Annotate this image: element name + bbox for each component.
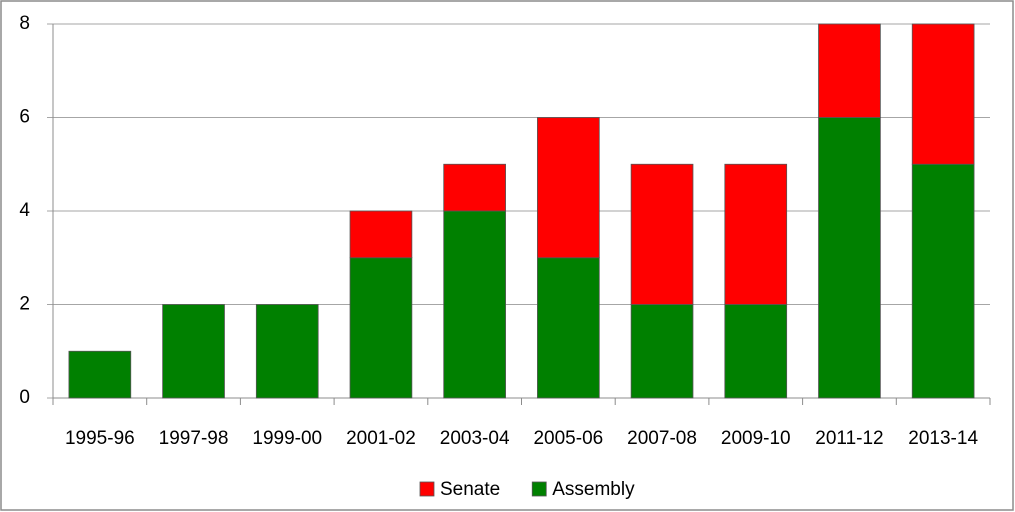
y-tick-label: 4 (19, 200, 30, 221)
bar-segment (630, 163, 694, 305)
x-tick-label: 2007-08 (627, 428, 697, 449)
bar-segment (349, 210, 413, 259)
legend-swatch (419, 481, 435, 497)
bar-segment (537, 117, 600, 259)
bar-segment (911, 23, 975, 165)
x-tick-label: 2001-02 (346, 428, 416, 449)
bar-segment (818, 23, 881, 118)
bar-segment (630, 304, 694, 399)
x-tick-label: 2005-06 (533, 428, 603, 449)
y-tick-label: 8 (19, 13, 30, 34)
x-tick-label: 2011-12 (815, 428, 883, 449)
bar-segment (443, 210, 506, 399)
bar-segment (911, 163, 975, 399)
x-tick-label: 2003-04 (440, 428, 510, 449)
bar-segment (537, 257, 600, 399)
y-tick-label: 2 (19, 294, 30, 315)
bar-segment (818, 117, 881, 399)
bar-segment (724, 304, 788, 399)
x-tick-label: 1999-00 (252, 428, 322, 449)
bar-segment (724, 163, 788, 305)
bar-segment (68, 350, 132, 399)
bar-segment (162, 304, 225, 399)
legend-label: Senate (440, 479, 500, 500)
y-tick-label: 6 (19, 107, 30, 128)
y-tick-label: 0 (19, 387, 30, 408)
legend-swatch (531, 481, 547, 497)
bar-segment (255, 304, 319, 399)
x-tick-label: 2013-14 (908, 428, 978, 449)
x-tick-label: 1997-98 (159, 428, 229, 449)
legend-label: Assembly (552, 479, 635, 500)
x-tick-label: 1995-96 (65, 428, 135, 449)
bar-segment (349, 257, 413, 399)
bar-segment (443, 163, 506, 212)
x-tick-label: 2009-10 (721, 428, 791, 449)
